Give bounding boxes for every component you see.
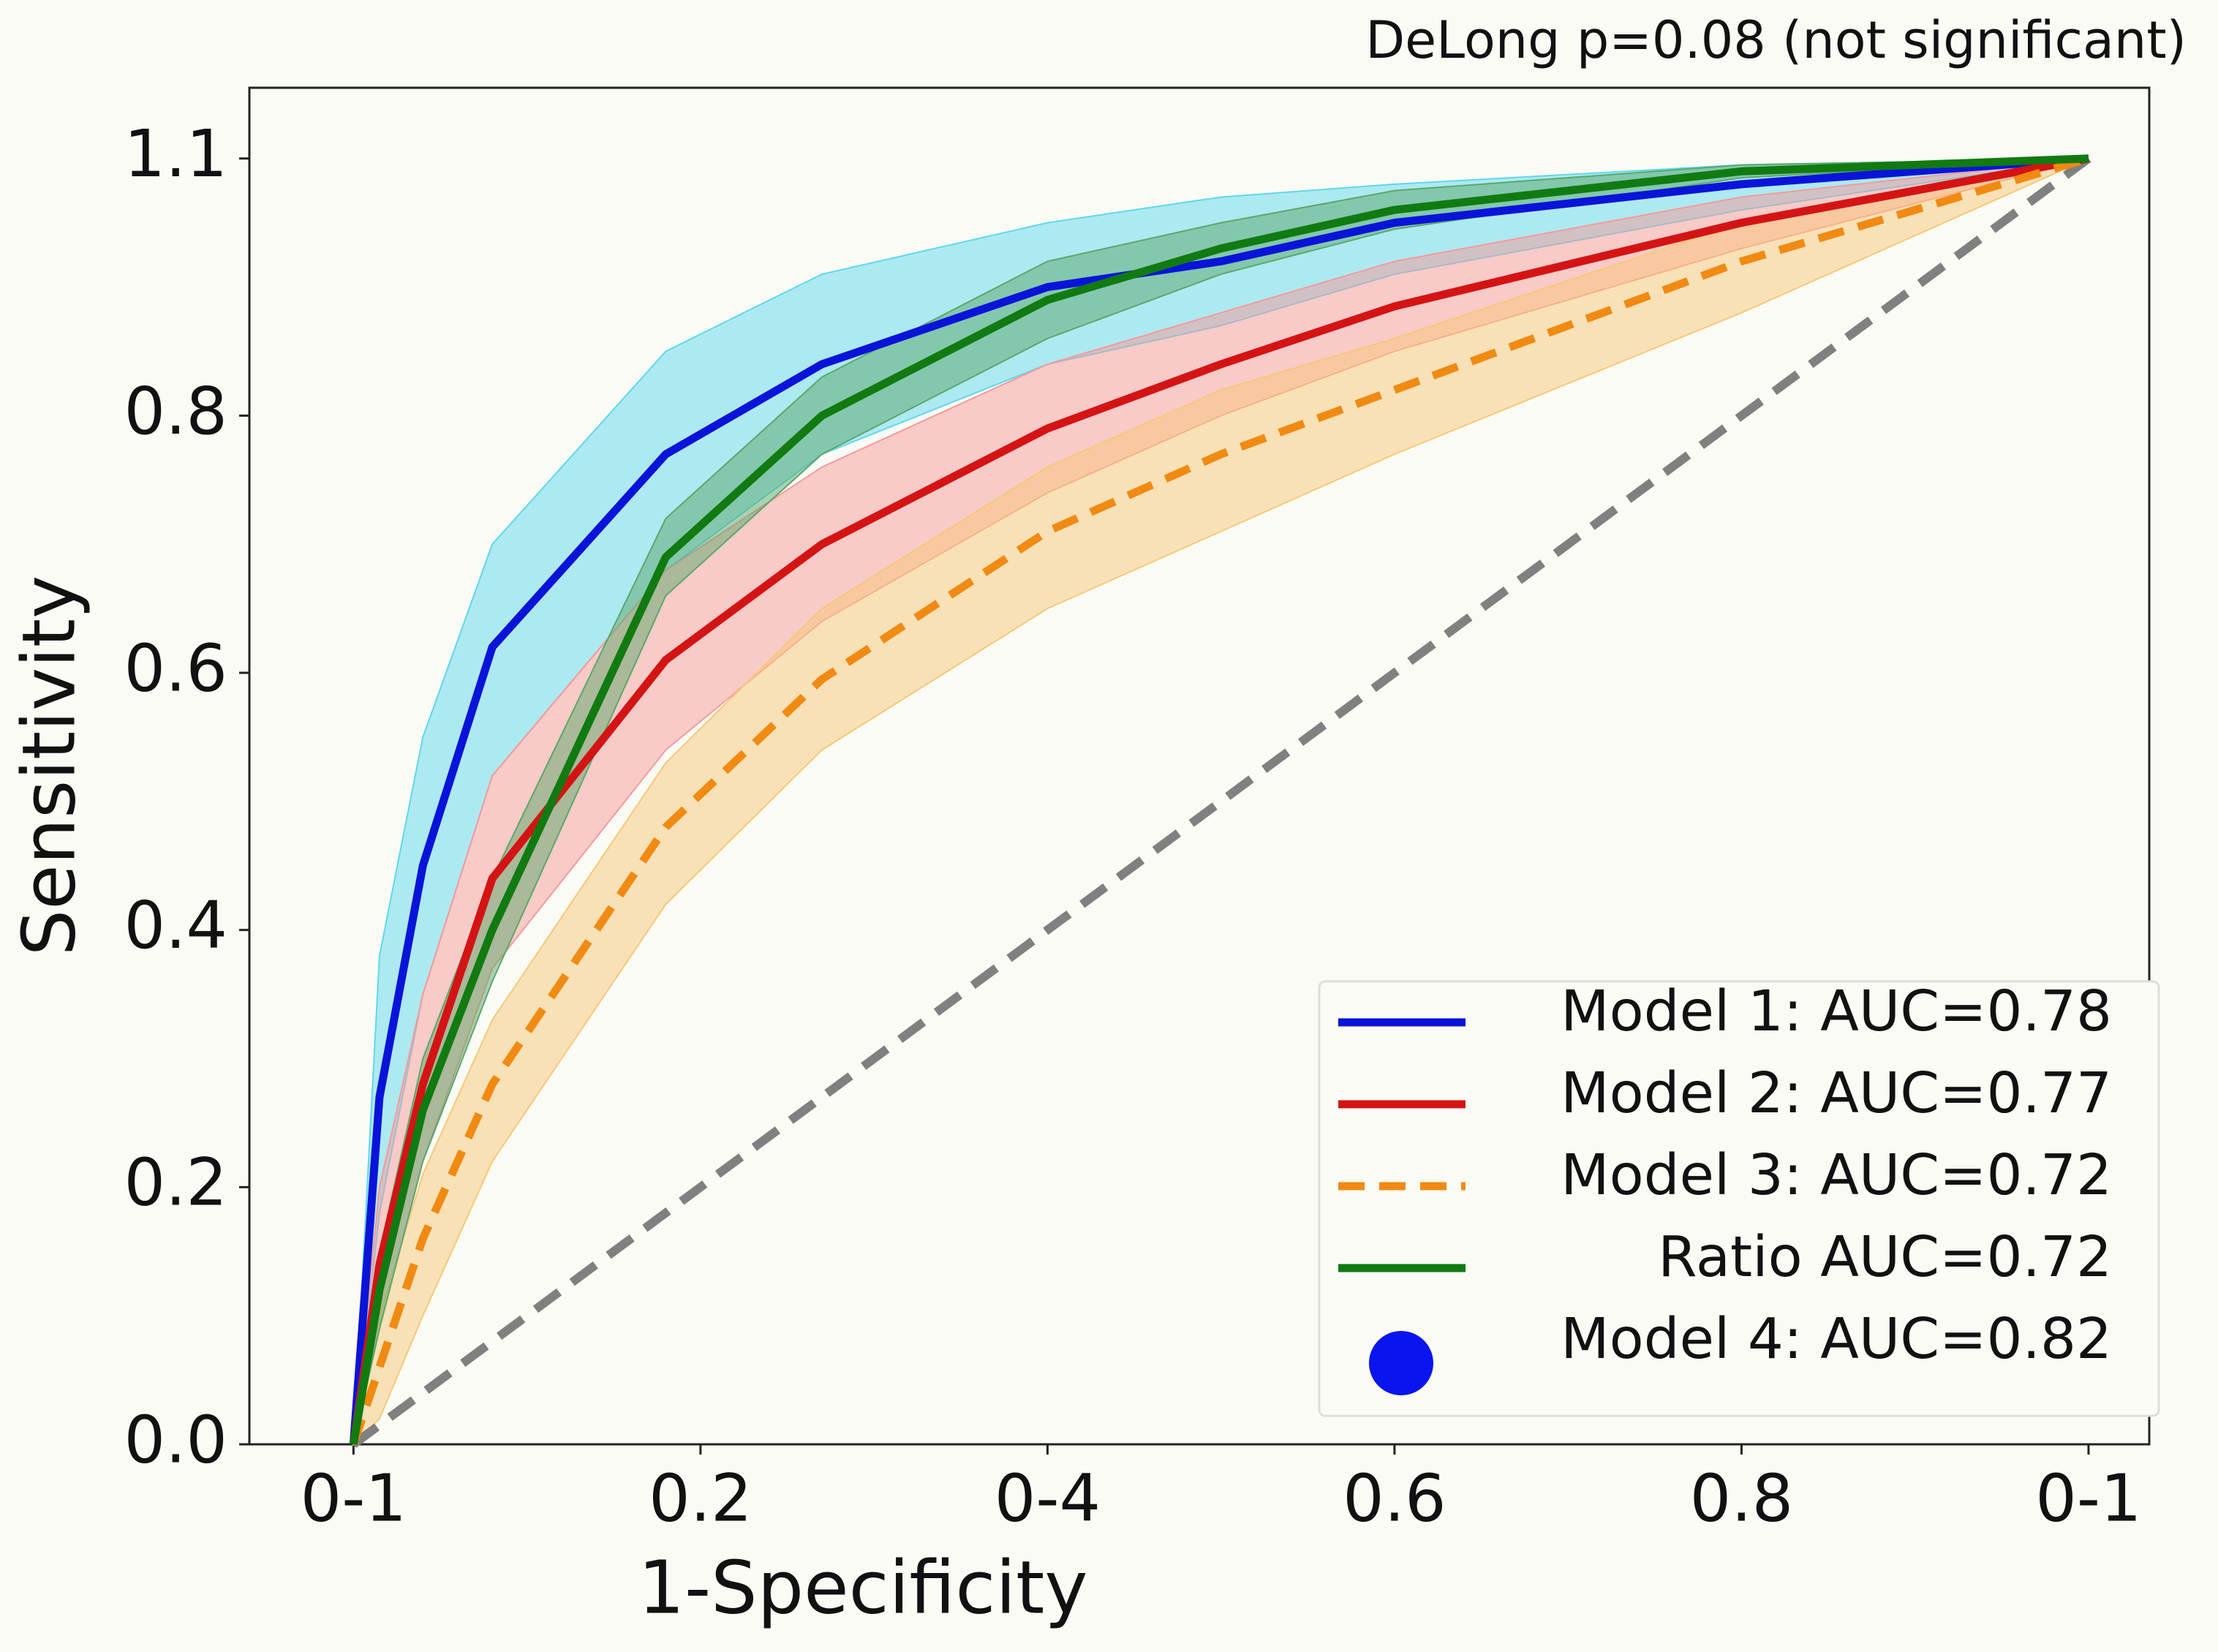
- legend-label: Ratio AUC=0.72: [1658, 1225, 2112, 1290]
- plot-area: [248, 86, 2151, 1446]
- confidence-band: [352, 157, 2089, 1445]
- x-tick-label: 0-4: [995, 1460, 1101, 1536]
- roc-line: [350, 154, 2090, 1446]
- x-tick-label: 0.2: [649, 1460, 752, 1536]
- legend-marker: [1369, 1331, 1433, 1395]
- legend-label: Model 3: AUC=0.72: [1561, 1143, 2112, 1208]
- legend-box: [1318, 980, 2160, 1417]
- y-tick-label: 0.6: [124, 630, 227, 706]
- x-tick-label: 0-1: [301, 1460, 407, 1536]
- roc-line: [349, 154, 2089, 1445]
- y-tick-label: 0.0: [124, 1401, 227, 1477]
- legend-label: Model 2: AUC=0.77: [1561, 1061, 2112, 1126]
- y-tick-label: 0.4: [124, 887, 227, 963]
- legend-label: Model 4: AUC=0.82: [1561, 1307, 2112, 1372]
- y-tick-label: 1.1: [124, 116, 227, 192]
- legend-label: Model 1: AUC=0.78: [1561, 979, 2112, 1044]
- x-tick-label: 0-1: [2035, 1460, 2141, 1536]
- y-axis-label: Sensitivity: [6, 576, 91, 957]
- x-tick-label: 0.8: [1690, 1460, 1794, 1536]
- x-tick-label: 0.6: [1343, 1460, 1446, 1536]
- y-tick-label: 0.2: [124, 1144, 227, 1221]
- roc-line: [349, 154, 2089, 1445]
- x-axis-label: 1-Specificity: [638, 1544, 1087, 1630]
- annotation: DeLong p=0.08 (not significant): [1365, 10, 2187, 70]
- roc-line: [349, 154, 2089, 1445]
- y-tick-label: 0.8: [124, 373, 227, 449]
